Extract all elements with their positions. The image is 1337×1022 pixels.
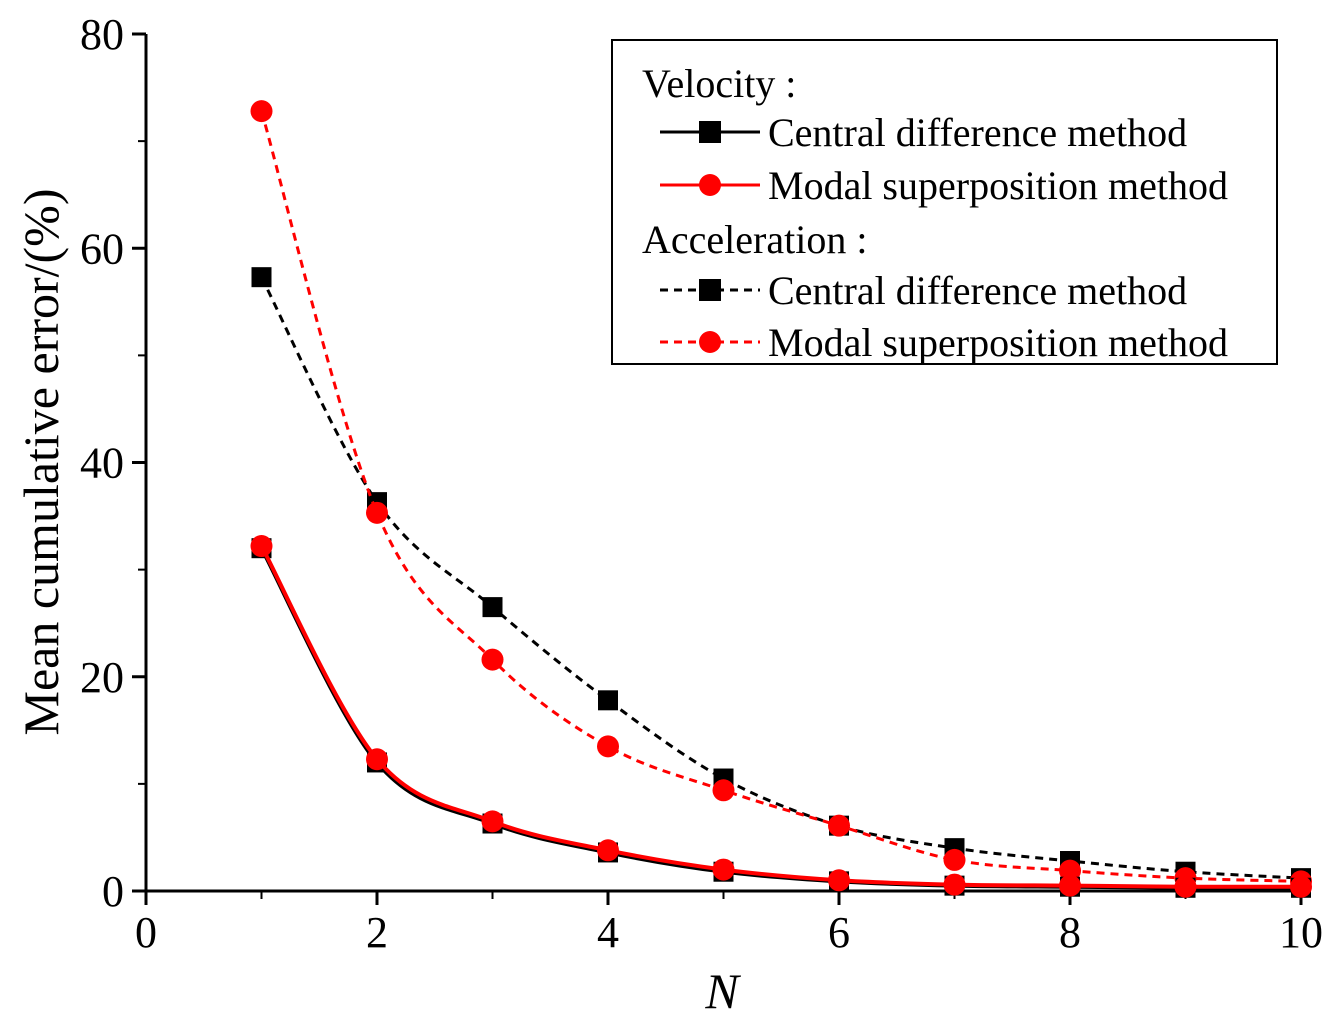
series-3 <box>250 100 1312 893</box>
series-0 <box>251 538 1311 898</box>
series-1 <box>250 535 1312 898</box>
data-point <box>712 858 735 881</box>
legend: Velocity : Central difference method Mod… <box>611 39 1278 365</box>
data-point <box>943 873 966 896</box>
data-point <box>250 100 273 123</box>
data-point <box>598 690 618 711</box>
series-line <box>260 276 1302 880</box>
data-point <box>1290 875 1312 898</box>
x-tick-label: 0 <box>135 908 157 957</box>
data-point <box>828 814 850 837</box>
data-point <box>828 869 850 892</box>
legend-label-acceleration-cdm: Central difference method <box>768 268 1187 313</box>
legend-marker-velocity-cdm <box>699 121 721 143</box>
data-point <box>597 735 619 758</box>
legend-label-velocity-msm: Modal superposition method <box>768 163 1228 208</box>
data-point <box>250 535 273 558</box>
data-point <box>251 267 272 288</box>
data-point <box>366 748 388 771</box>
x-axis-title: N <box>704 963 741 1019</box>
x-tick-label: 4 <box>597 908 619 957</box>
legend-group-acceleration: Acceleration : <box>642 217 867 262</box>
x-tick-label: 8 <box>1059 908 1081 957</box>
series-line <box>259 545 1302 889</box>
legend-label-velocity-cdm: Central difference method <box>768 110 1187 155</box>
legend-label-acceleration-msm: Modal superposition method <box>768 320 1228 365</box>
y-tick-label: 60 <box>80 224 124 273</box>
y-tick-label: 40 <box>80 439 124 488</box>
y-tick-label: 0 <box>102 867 124 916</box>
legend-marker-velocity-msm <box>699 174 721 196</box>
data-point <box>597 839 619 862</box>
data-point <box>943 848 966 871</box>
y-axis-title: Mean cumulative error/(%) <box>13 189 69 736</box>
x-tick-label: 2 <box>366 908 388 957</box>
y-tick-label: 20 <box>80 653 124 702</box>
data-point <box>1059 874 1081 897</box>
data-point <box>712 779 735 802</box>
axis-ticks: 0 2 4 6 8 10 0 20 40 60 80 <box>80 10 1323 957</box>
legend-marker-acceleration-cdm <box>699 279 721 301</box>
series-line <box>259 547 1302 890</box>
legend-marker-acceleration-msm <box>699 331 721 353</box>
legend-box <box>611 39 1278 365</box>
y-tick-label: 80 <box>80 10 124 59</box>
data-point <box>481 810 504 833</box>
legend-group-velocity: Velocity : <box>642 61 796 106</box>
series-layer <box>250 100 1312 898</box>
data-point <box>481 648 504 671</box>
x-tick-label: 10 <box>1279 908 1323 957</box>
data-point <box>1174 875 1197 898</box>
data-point <box>482 597 503 618</box>
x-tick-label: 6 <box>828 908 850 957</box>
data-point <box>366 501 388 524</box>
